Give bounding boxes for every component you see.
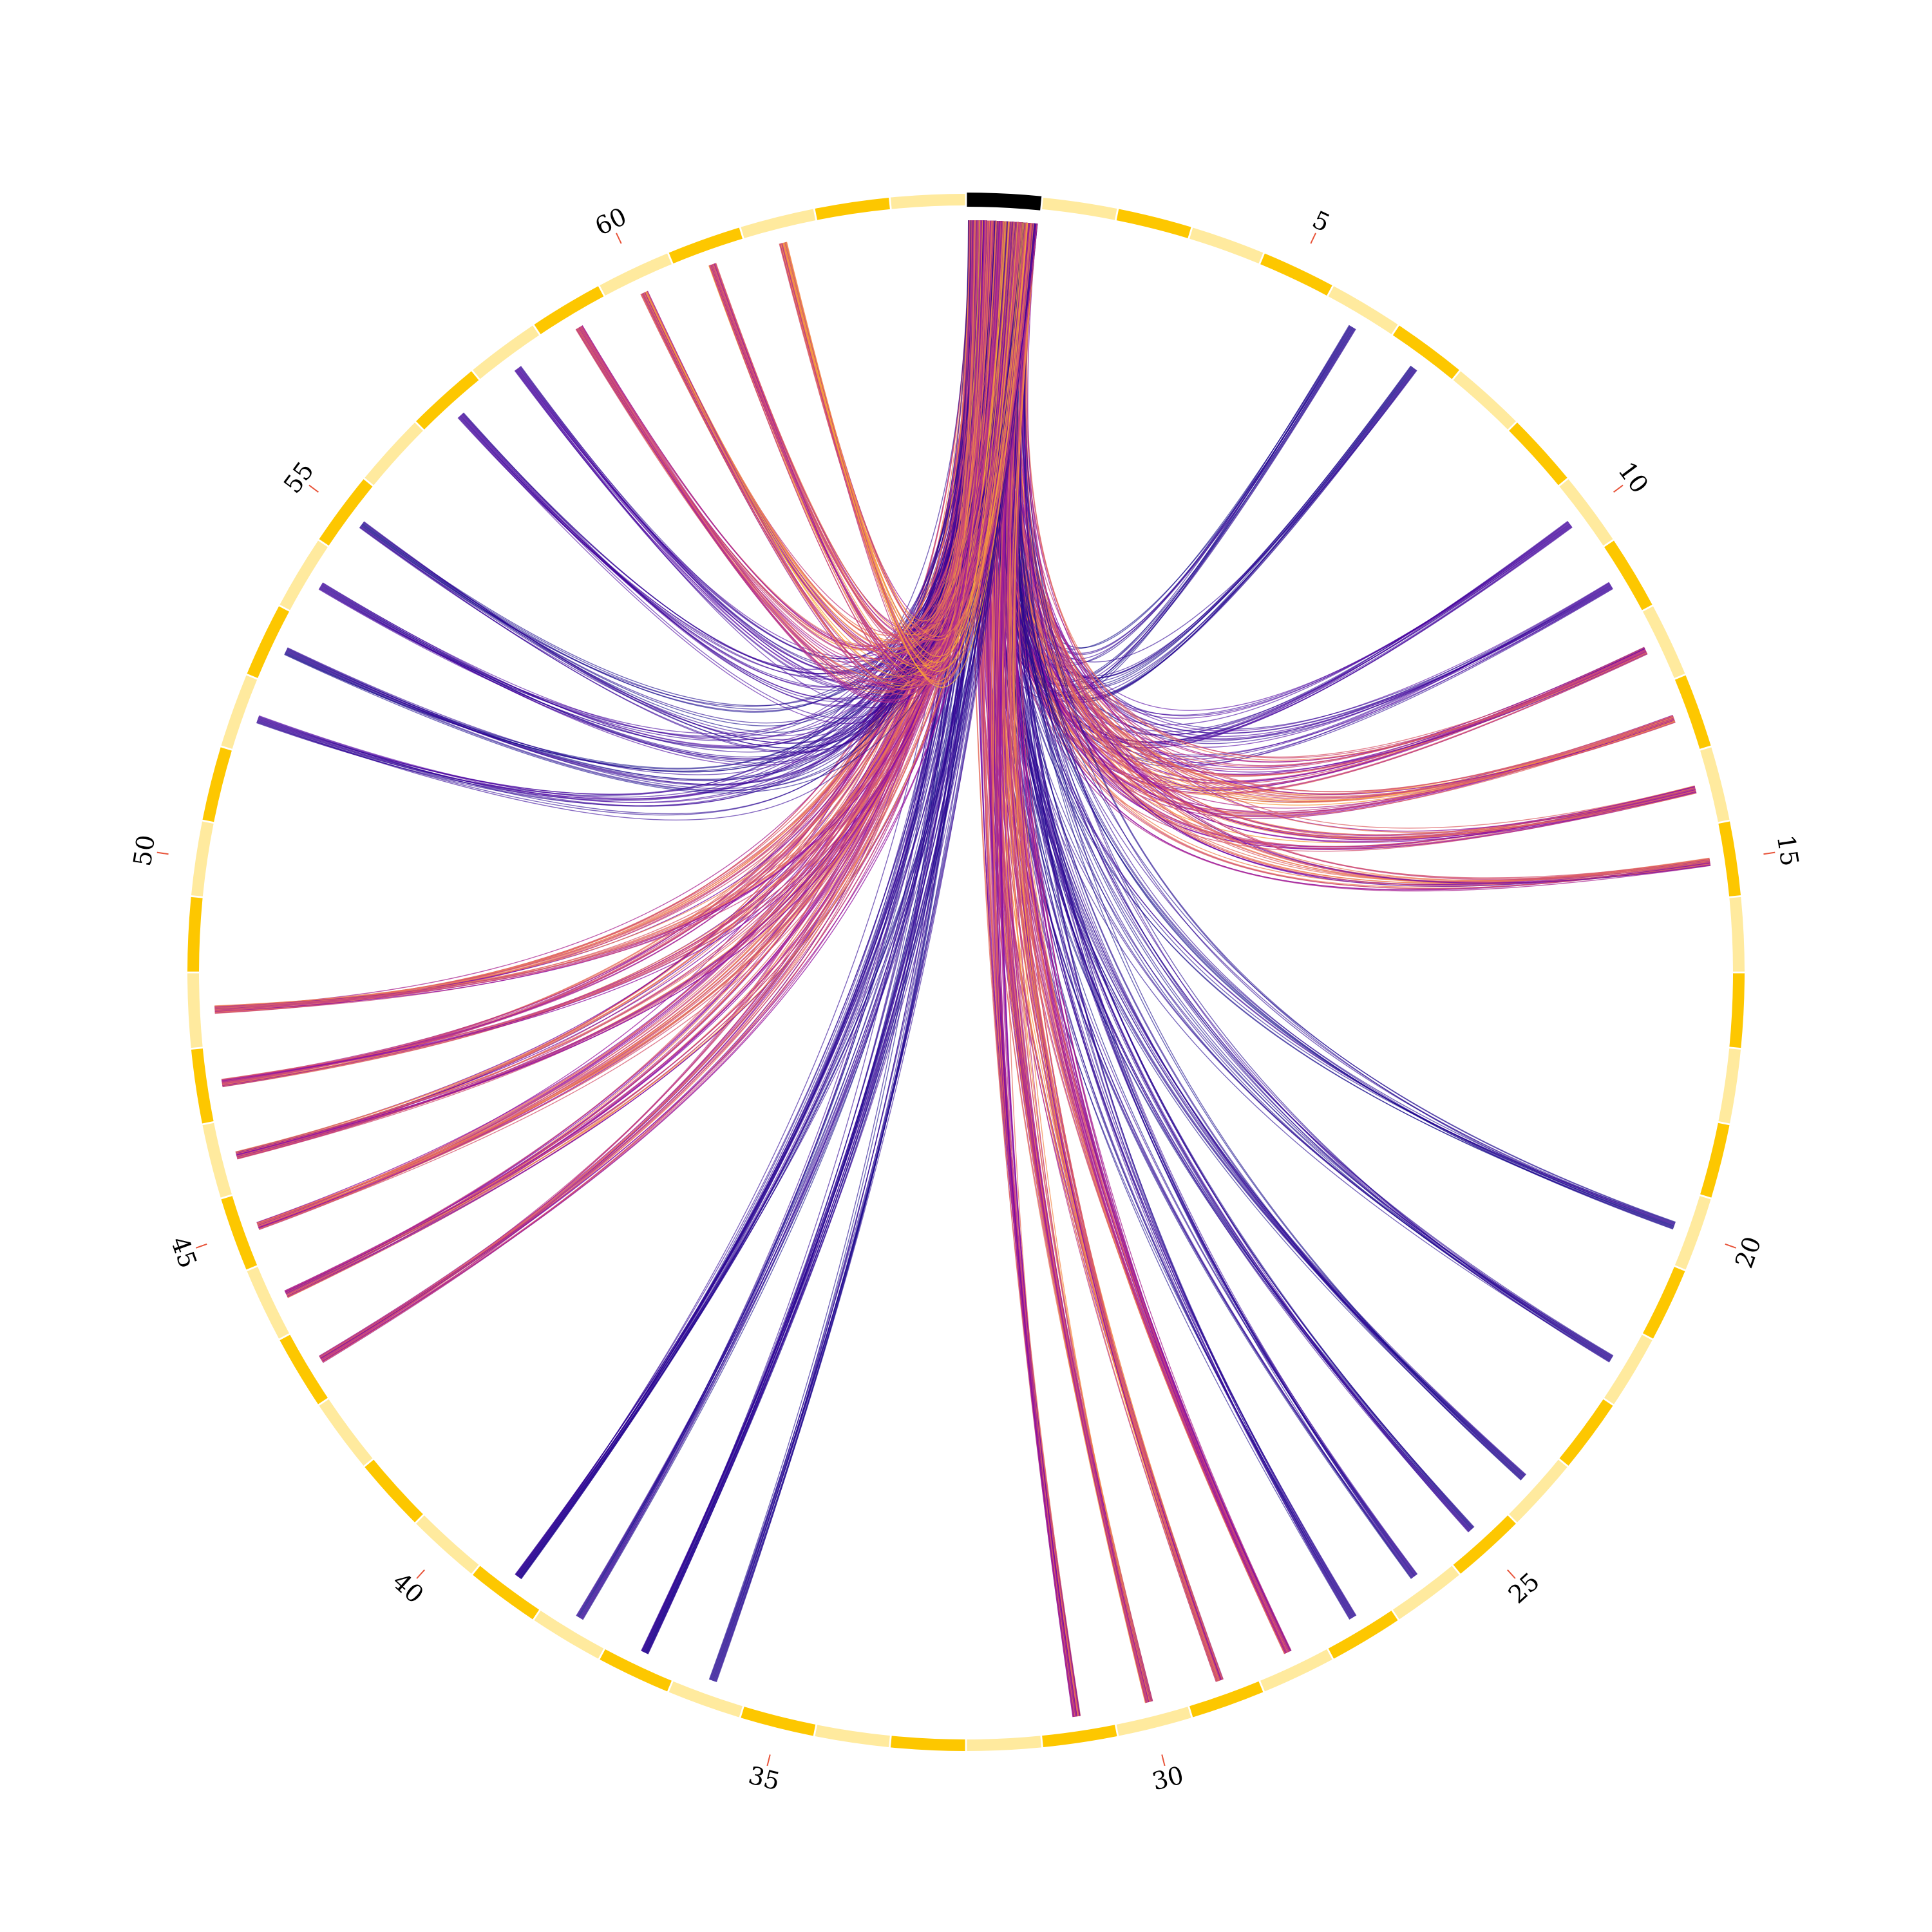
chord-to-segment-62 (779, 220, 1034, 688)
segment-12 (1643, 606, 1685, 678)
segment-31 (1042, 1725, 1117, 1748)
segment-35 (741, 1707, 816, 1736)
segment-36 (668, 1681, 743, 1718)
tick-label-15: 15 (1772, 833, 1804, 868)
segment-1 (967, 193, 1042, 211)
tick-mark-45 (195, 1243, 207, 1249)
segment-23 (1559, 1399, 1613, 1466)
links-layer (214, 220, 1711, 1718)
segment-38 (534, 1611, 604, 1659)
segment-59 (534, 286, 604, 334)
segment-27 (1328, 1611, 1398, 1659)
segment-2 (1042, 197, 1117, 220)
segment-46 (202, 1122, 232, 1198)
segment-37 (600, 1649, 672, 1692)
segment-56 (365, 422, 423, 486)
segment-29 (1189, 1681, 1264, 1718)
segment-55 (319, 479, 373, 546)
segment-7 (1392, 325, 1459, 379)
tick-mark-40 (416, 1569, 425, 1579)
segment-39 (473, 1566, 540, 1620)
segment-17 (1729, 973, 1745, 1048)
segment-21 (1643, 1267, 1685, 1339)
segment-32 (967, 1736, 1042, 1751)
segment-22 (1604, 1334, 1653, 1405)
segment-28 (1260, 1649, 1332, 1692)
tick-label-60: 60 (591, 202, 631, 241)
chord-to-segment-15 (968, 220, 1711, 892)
segment-20 (1674, 1196, 1711, 1270)
segment-30 (1116, 1707, 1191, 1736)
segment-53 (247, 606, 289, 678)
segment-49 (187, 896, 203, 972)
tick-mark-50 (156, 851, 169, 855)
tick-label-55: 55 (278, 457, 319, 498)
tick-mark-10 (1613, 484, 1624, 493)
segment-58 (473, 325, 540, 379)
segment-45 (221, 1196, 258, 1270)
tick-mark-35 (766, 1754, 771, 1766)
chord-to-segment-13 (968, 220, 1676, 819)
segment-33 (890, 1736, 965, 1751)
chord-to-segment-44 (284, 220, 1032, 1298)
segment-26 (1392, 1566, 1459, 1620)
tick-mark-60 (616, 232, 622, 244)
segment-13 (1674, 675, 1711, 749)
tick-label-5: 5 (1308, 205, 1334, 238)
segment-48 (187, 973, 203, 1048)
segment-50 (191, 821, 214, 896)
segment-61 (668, 227, 743, 264)
tick-mark-25 (1507, 1569, 1516, 1579)
segment-52 (221, 675, 258, 749)
segment-57 (416, 371, 479, 430)
segment-24 (1509, 1459, 1567, 1522)
tick-label-35: 35 (746, 1761, 783, 1795)
segment-34 (815, 1725, 890, 1748)
tick-mark-55 (308, 484, 319, 493)
tick-mark-5 (1310, 232, 1316, 244)
tick-label-10: 10 (1613, 457, 1654, 498)
segment-64 (890, 194, 965, 209)
segment-9 (1509, 422, 1567, 486)
segment-25 (1453, 1515, 1516, 1574)
segment-6 (1328, 286, 1398, 334)
segment-42 (319, 1399, 373, 1466)
segment-51 (202, 747, 232, 822)
segment-10 (1559, 479, 1613, 546)
tick-label-50: 50 (128, 833, 161, 868)
segment-47 (191, 1048, 214, 1124)
tick-label-25: 25 (1503, 1567, 1545, 1609)
segment-54 (279, 540, 328, 611)
segment-44 (247, 1267, 289, 1339)
tick-label-45: 45 (166, 1233, 203, 1271)
segment-ring (187, 193, 1745, 1751)
tick-label-30: 30 (1150, 1761, 1187, 1795)
segment-15 (1718, 821, 1741, 896)
segment-3 (1116, 209, 1191, 238)
tick-mark-30 (1161, 1754, 1166, 1766)
segment-8 (1453, 371, 1516, 430)
tick-label-40: 40 (387, 1567, 429, 1609)
segment-5 (1260, 253, 1332, 296)
tick-mark-20 (1725, 1243, 1737, 1249)
segment-43 (279, 1334, 328, 1405)
segment-40 (416, 1515, 479, 1574)
segment-4 (1189, 227, 1264, 264)
tick-label-20: 20 (1730, 1233, 1767, 1271)
tick-mark-15 (1763, 851, 1776, 855)
segment-62 (741, 209, 816, 238)
segment-19 (1700, 1122, 1730, 1198)
segment-11 (1604, 540, 1653, 611)
segment-63 (815, 197, 890, 220)
segment-18 (1718, 1048, 1741, 1124)
segment-60 (600, 253, 672, 296)
segment-16 (1729, 896, 1745, 972)
segment-41 (365, 1459, 423, 1522)
segment-14 (1700, 747, 1730, 822)
